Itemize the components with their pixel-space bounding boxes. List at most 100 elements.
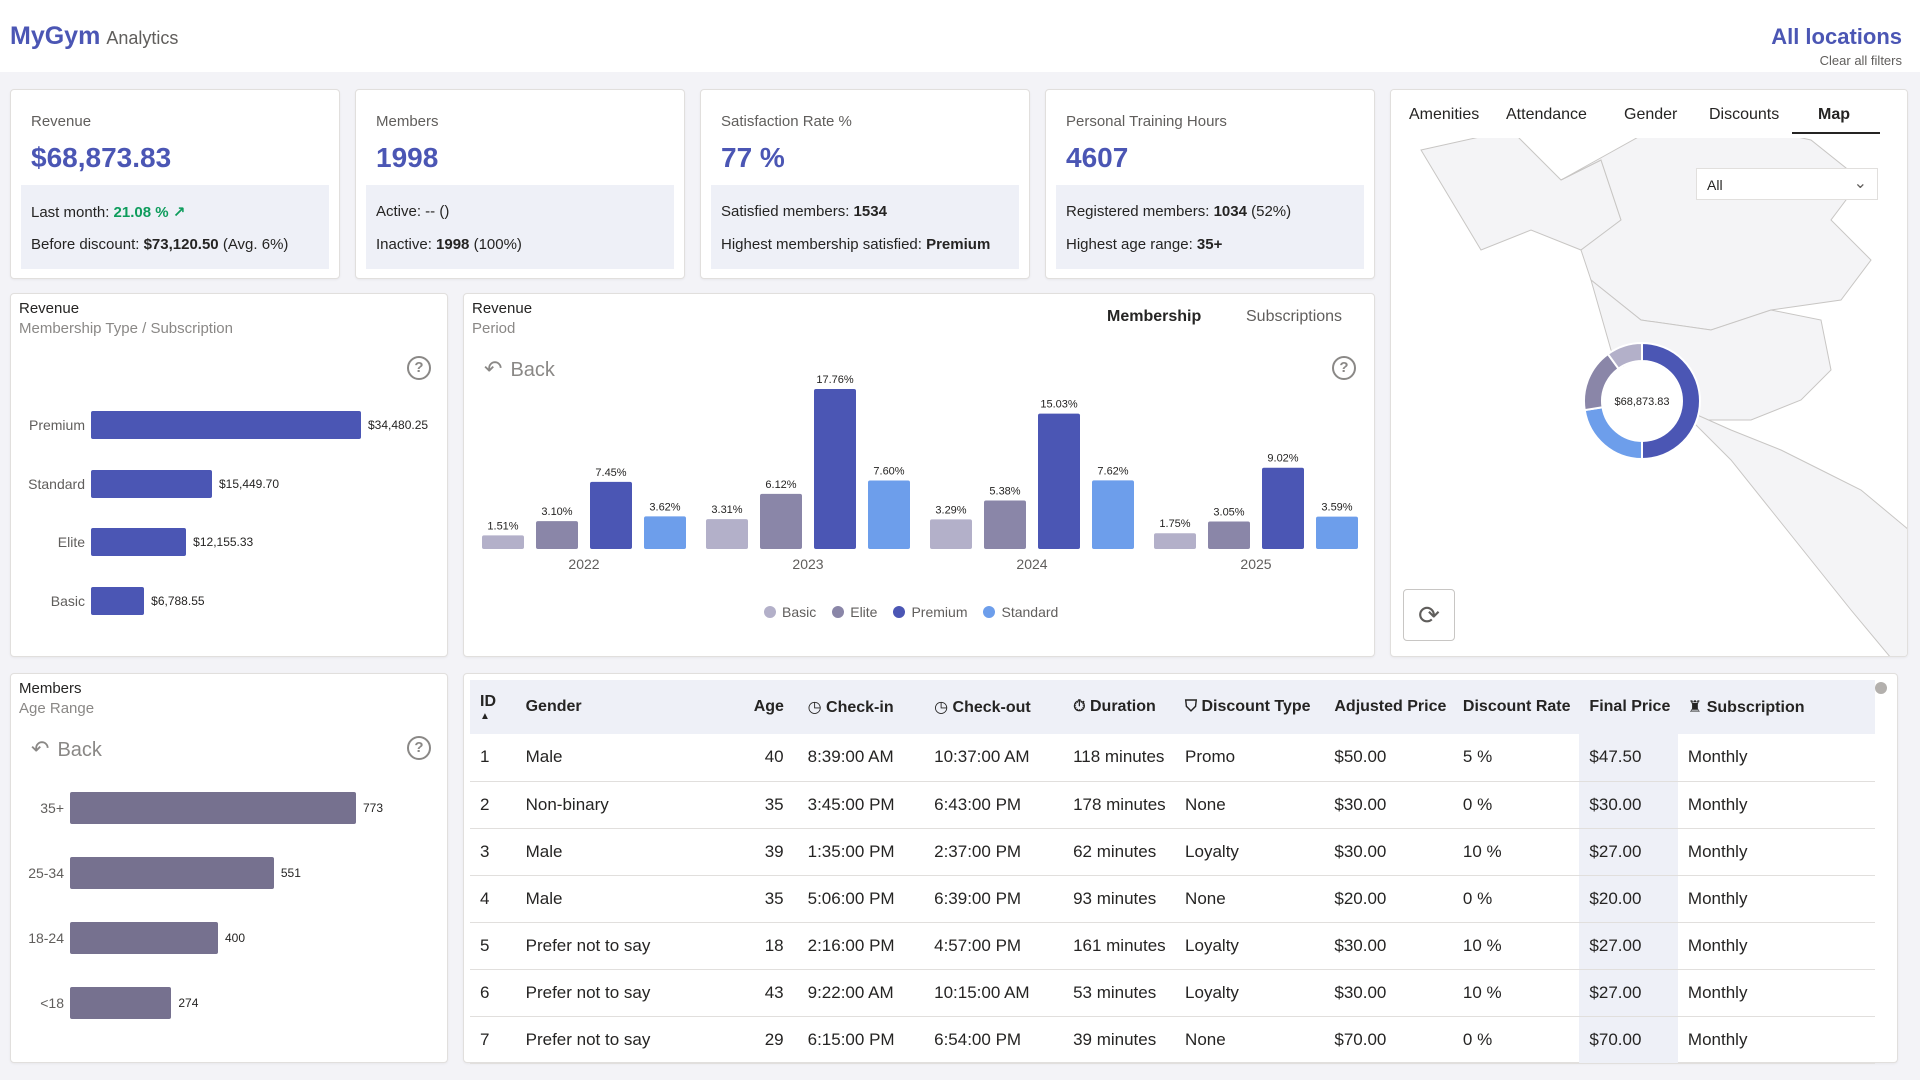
column-header-final-price[interactable]: Final Price: [1579, 680, 1678, 734]
back-button[interactable]: ↶ Back: [484, 356, 555, 382]
header-label: Check-in: [826, 699, 894, 716]
kpi-detail-value: $73,120.50: [143, 236, 219, 253]
table-row[interactable]: 4 Male 35 5:06:00 PM 6:39:00 PM 93 minutes Non…: [470, 875, 1875, 923]
shield-icon: ⛉: [1185, 698, 1202, 715]
cell-discount-type: Loyalty: [1175, 828, 1325, 876]
legend-item-basic[interactable]: Basic: [764, 604, 816, 620]
legend-item-elite[interactable]: Elite: [832, 604, 877, 620]
column-header-id[interactable]: ID ▲: [470, 680, 516, 734]
cell-discount-type: None: [1175, 781, 1325, 829]
bar-standard-2022[interactable]: [644, 516, 686, 549]
cell-duration: 118 minutes: [1063, 734, 1176, 782]
table-row[interactable]: 5 Prefer not to say 18 2:16:00 PM 4:57:00 PM…: [470, 922, 1875, 970]
help-icon[interactable]: ?: [407, 356, 431, 380]
kpi-detail-label: Before discount:: [31, 236, 144, 253]
back-button[interactable]: ↶ Back: [31, 736, 102, 762]
clear-filters-link[interactable]: Clear all filters: [1819, 53, 1902, 68]
cell-subscription: Monthly: [1677, 1016, 1875, 1064]
back-arrow-icon: ↶: [484, 356, 503, 381]
bar-standard[interactable]: [91, 469, 212, 498]
tab-attendance[interactable]: Attendance: [1506, 106, 1587, 123]
bar-elite-2022[interactable]: [536, 521, 578, 549]
bar-elite-2023[interactable]: [760, 493, 802, 549]
refresh-button[interactable]: ⟳: [1403, 589, 1455, 641]
bar-category-label: Elite: [57, 534, 85, 550]
tab-map[interactable]: Map: [1818, 106, 1850, 123]
column-header-age[interactable]: Age: [743, 680, 798, 734]
bar-premium-2022[interactable]: [590, 481, 632, 549]
cell-discount-rate: 0 %: [1452, 781, 1580, 829]
bar-basic-2024[interactable]: [930, 519, 972, 549]
bar-35[interactable]: [70, 792, 356, 824]
bar-premium-2023[interactable]: [814, 389, 856, 549]
header-label: Gender: [525, 698, 582, 715]
table-row[interactable]: 6 Prefer not to say 43 9:22:00 AM 10:15:00 A…: [470, 969, 1875, 1017]
legend-item-standard[interactable]: Standard: [983, 604, 1058, 620]
cell-discount-type: None: [1175, 1016, 1325, 1064]
bar-standard-2024[interactable]: [1092, 480, 1134, 549]
column-header-discount-rate[interactable]: Discount Rate: [1452, 680, 1580, 734]
legend-label: Basic: [782, 604, 817, 620]
table-row[interactable]: 2 Non-binary 35 3:45:00 PM 6:43:00 PM 178 min…: [470, 781, 1875, 829]
cell-duration: 53 minutes: [1063, 969, 1176, 1017]
bar-data-label: 5.38%: [989, 486, 1020, 498]
column-header-subscription[interactable]: ♜ Subscription: [1677, 680, 1875, 734]
column-header-adjusted-price[interactable]: Adjusted Price: [1324, 680, 1453, 734]
bar-1824[interactable]: [70, 922, 218, 954]
bar-elite[interactable]: [91, 528, 187, 556]
kpi-detail-value: 1034: [1213, 203, 1247, 220]
clock-icon: ◷: [934, 699, 953, 716]
bar-basic-2025[interactable]: [1154, 533, 1196, 549]
tab-amenities[interactable]: Amenities: [1409, 106, 1480, 123]
kpi-details: Active: -- () Inactive: 1998 (100%): [366, 185, 674, 269]
clock-icon: ◷: [807, 699, 827, 716]
column-header-gender[interactable]: Gender: [515, 680, 744, 734]
help-icon[interactable]: ?: [407, 736, 431, 760]
bar-2534[interactable]: [70, 857, 274, 889]
tab-gender[interactable]: Gender: [1624, 106, 1678, 123]
scrollbar-handle[interactable]: [1875, 682, 1887, 694]
bar-premium-2025[interactable]: [1262, 467, 1304, 549]
cell-gender: Male: [515, 734, 744, 782]
bar-data-label: 7.62%: [1097, 465, 1128, 477]
bar-data-label: 3.31%: [711, 504, 742, 516]
table-row[interactable]: 3 Male 39 1:35:00 PM 2:37:00 PM 62 minutes Loy…: [470, 828, 1875, 876]
donut-slice[interactable]: [1641, 341, 1701, 461]
help-icon[interactable]: ?: [1332, 356, 1356, 380]
bar-standard-2025[interactable]: [1316, 516, 1358, 549]
table-row[interactable]: 1 Male 40 8:39:00 AM 10:37:00 AM 118 minutes P…: [470, 734, 1875, 782]
cell-discount-rate: 0 %: [1452, 875, 1580, 923]
bar-18[interactable]: [70, 987, 172, 1019]
column-header-discount-type[interactable]: ⛉ Discount Type: [1175, 680, 1325, 734]
bar-data-label: 3.05%: [1213, 507, 1244, 519]
tab-subscriptions[interactable]: Subscriptions: [1246, 308, 1343, 325]
cell-checkout: 2:37:00 PM: [924, 828, 1064, 876]
x-tick-label: 2023: [792, 556, 823, 572]
bar-premium-2024[interactable]: [1038, 413, 1080, 549]
legend-item-premium[interactable]: Premium: [893, 604, 967, 620]
tab-membership[interactable]: Membership: [1107, 308, 1202, 325]
kpi-card-members: Members 1998 Active: -- () Inactive: 199…: [355, 89, 685, 279]
kpi-label: Personal Training Hours: [1066, 113, 1227, 130]
cell-age: 18: [743, 922, 798, 970]
bar-value-label: $6,788.55: [151, 593, 205, 608]
column-header-duration[interactable]: ⏱ Duration: [1063, 680, 1176, 734]
bar-basic-2023[interactable]: [706, 519, 748, 549]
location-dropdown[interactable]: All ⌄: [1696, 168, 1878, 200]
logo-text: MyGym: [10, 22, 101, 50]
cell-subscription: Monthly: [1677, 969, 1875, 1017]
bar-premium[interactable]: [91, 411, 361, 439]
tab-discounts[interactable]: Discounts: [1709, 106, 1780, 123]
bar-standard-2023[interactable]: [868, 480, 910, 549]
column-header-checkin[interactable]: ◷ Check-in: [797, 680, 925, 734]
header-label: Final Price: [1589, 698, 1671, 715]
bar-basic[interactable]: [91, 586, 145, 615]
bar-value-label: $15,449.70: [218, 476, 280, 491]
bar-basic-2022[interactable]: [482, 535, 524, 549]
bar-elite-2024[interactable]: [984, 500, 1026, 549]
chevron-down-icon: ⌄: [1853, 175, 1867, 192]
donut-slice[interactable]: [1606, 341, 1643, 371]
column-header-checkout[interactable]: ◷ Check-out: [924, 680, 1064, 734]
table-row[interactable]: 7 Prefer not to say 29 6:15:00 PM 6:54:00 PM…: [470, 1016, 1875, 1064]
bar-elite-2025[interactable]: [1208, 521, 1250, 549]
